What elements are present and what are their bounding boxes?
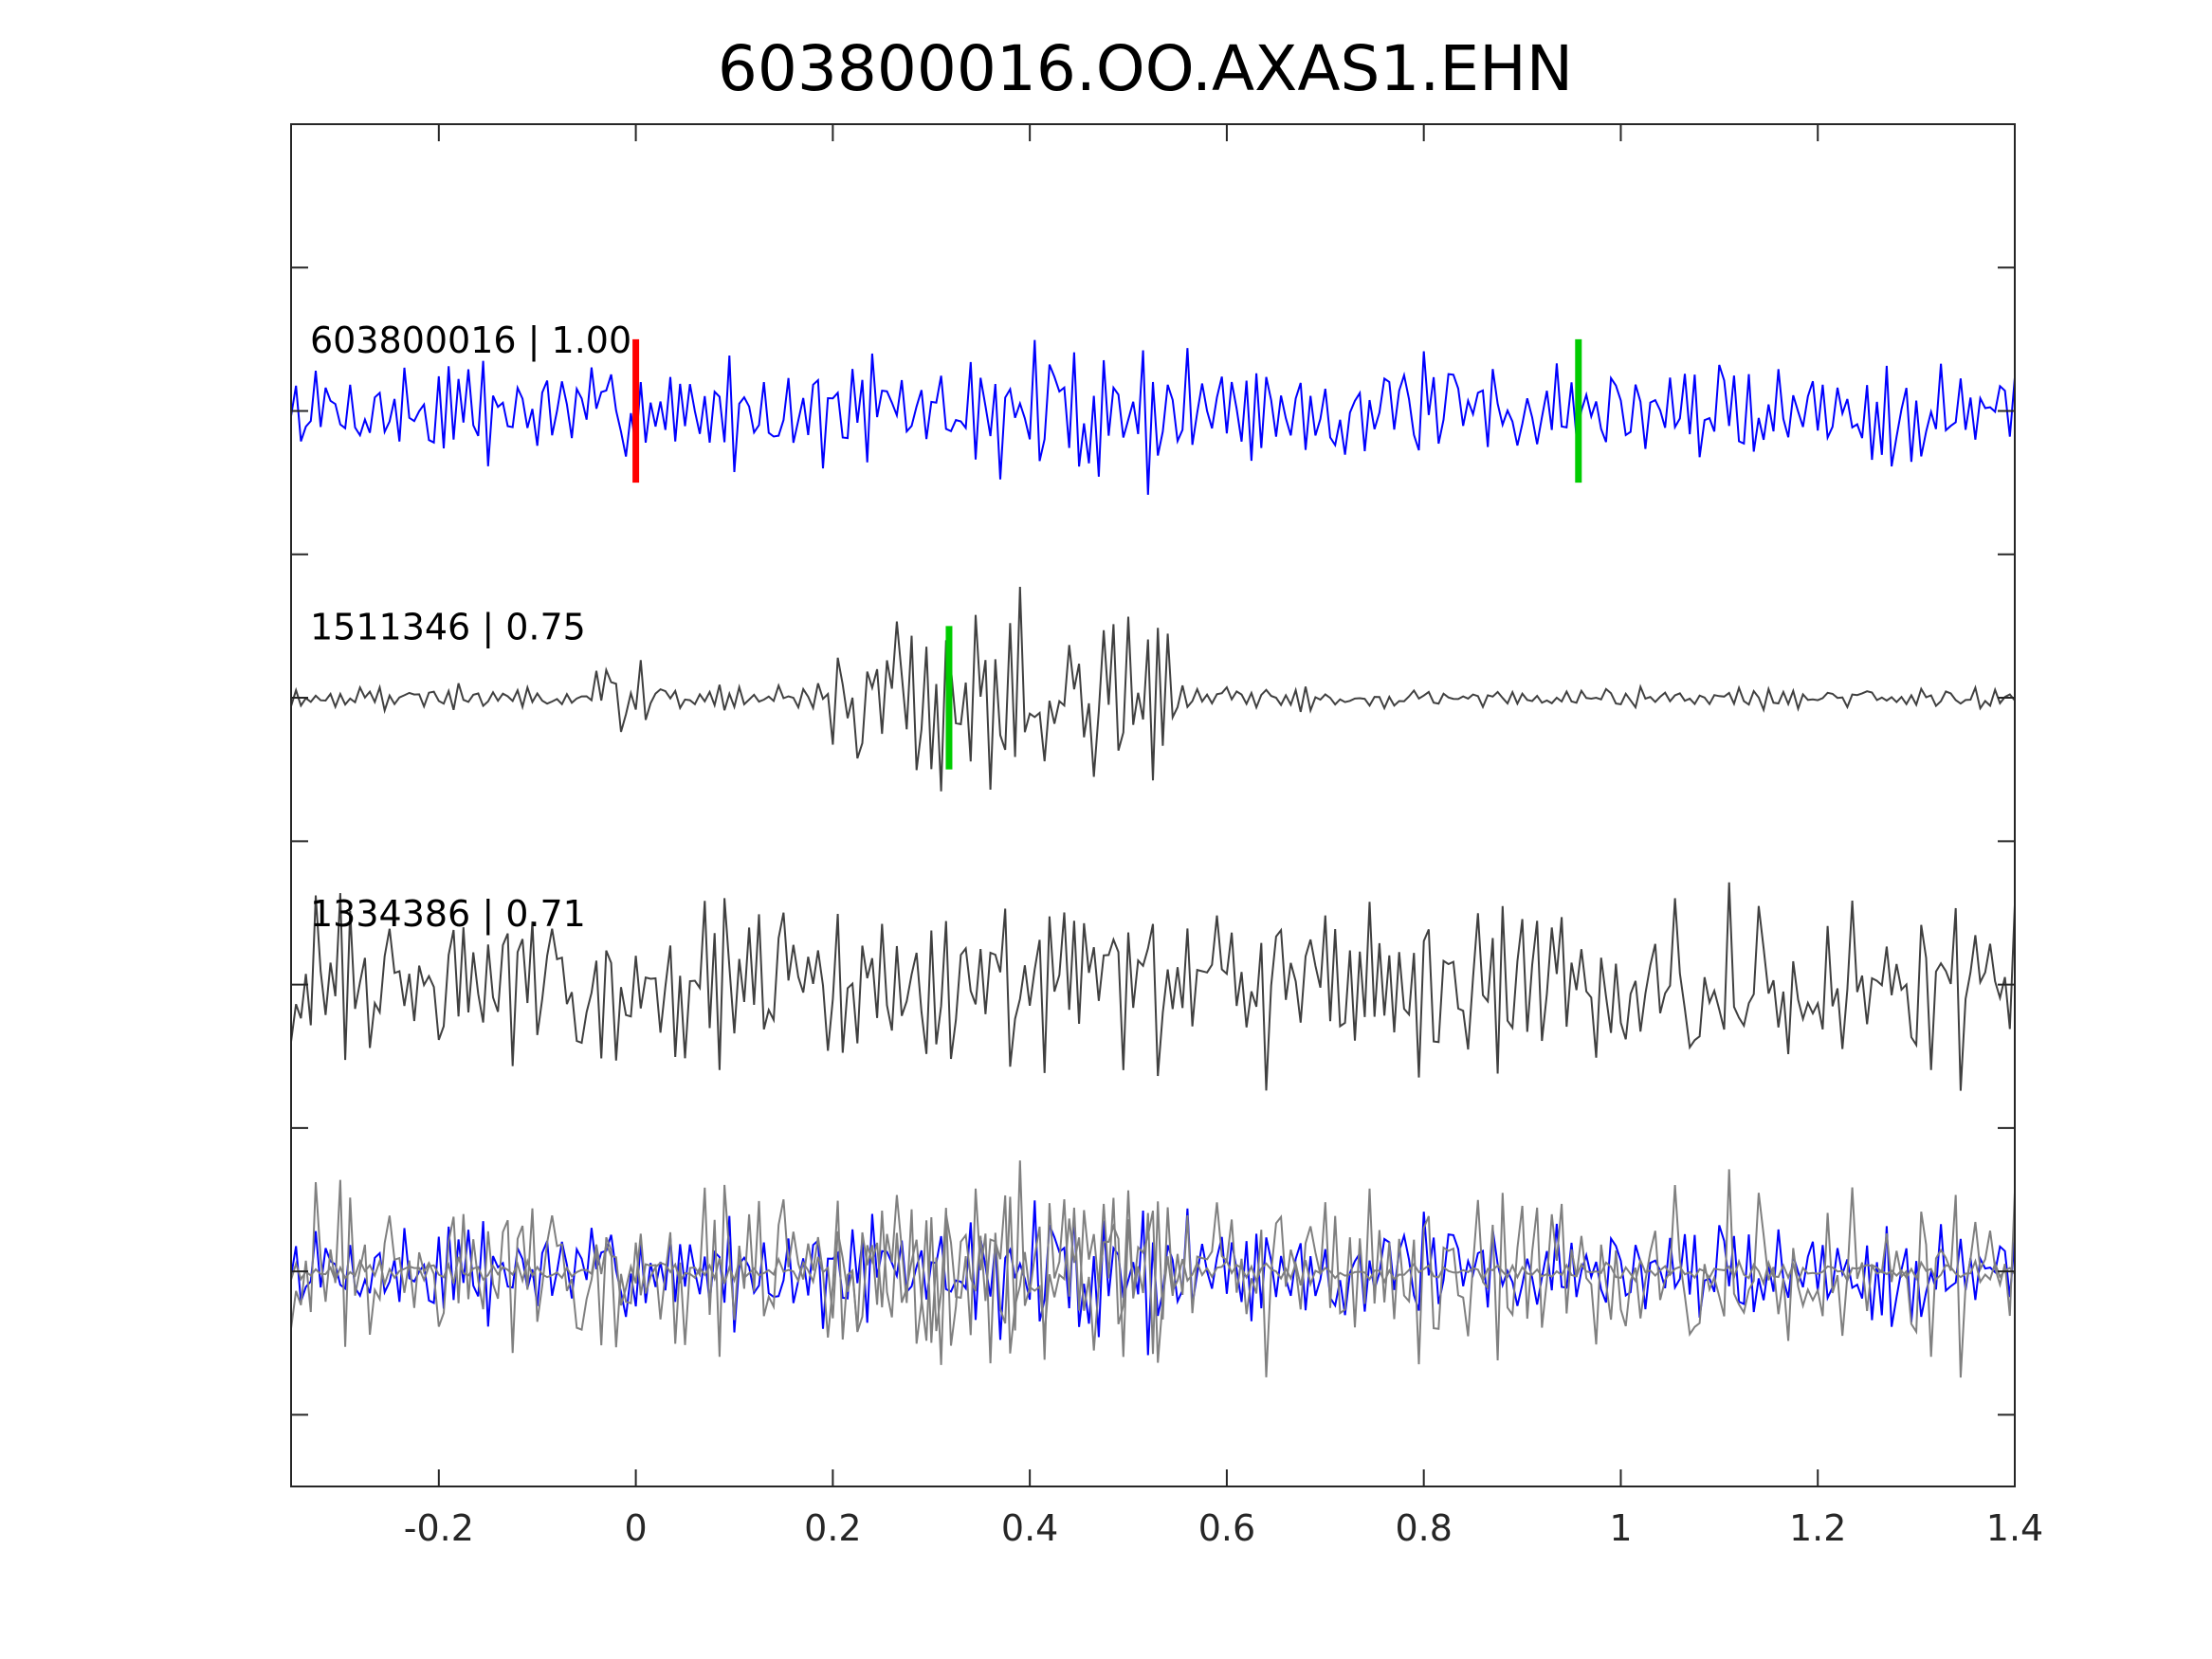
axes-frame — [290, 123, 2016, 1487]
x-tick-label-7: 1.2 — [1789, 1507, 1846, 1549]
x-tick-label-2: 0.2 — [804, 1507, 861, 1549]
x-tick-label-6: 1 — [1609, 1507, 1632, 1549]
traces-group — [290, 339, 2016, 1378]
trace-line-1 — [290, 586, 2016, 792]
chart-title: 603800016.OO.AXAS1.EHN — [718, 32, 1573, 105]
x-tick-label-8: 1.4 — [1986, 1507, 2043, 1549]
trace-line-2 — [290, 882, 2016, 1091]
trace-line-4 — [290, 1160, 2016, 1365]
trace-label-2: 1334386 | 0.71 — [310, 893, 586, 936]
x-tick-label-0: -0.2 — [404, 1507, 474, 1549]
trace-label-0: 603800016 | 1.00 — [310, 319, 631, 362]
trace-line-0 — [290, 339, 2016, 495]
x-tick-label-4: 0.6 — [1198, 1507, 1255, 1549]
x-tick-label-3: 0.4 — [1001, 1507, 1058, 1549]
x-tick-label-1: 0 — [625, 1507, 648, 1549]
trace-labels-group: 603800016 | 1.00 1511346 | 0.75 1334386 | … — [310, 319, 631, 936]
picks-group — [632, 338, 1582, 770]
x-tick-label-5: 0.8 — [1395, 1507, 1452, 1549]
ticks-group: -0.2 0 0.2 0.4 0.6 0.8 1 1.2 1.4 — [291, 123, 2043, 1549]
trace-label-1: 1511346 | 0.75 — [310, 606, 586, 648]
trace-line-5 — [290, 1169, 2016, 1378]
trace-line-3 — [290, 1200, 2016, 1356]
